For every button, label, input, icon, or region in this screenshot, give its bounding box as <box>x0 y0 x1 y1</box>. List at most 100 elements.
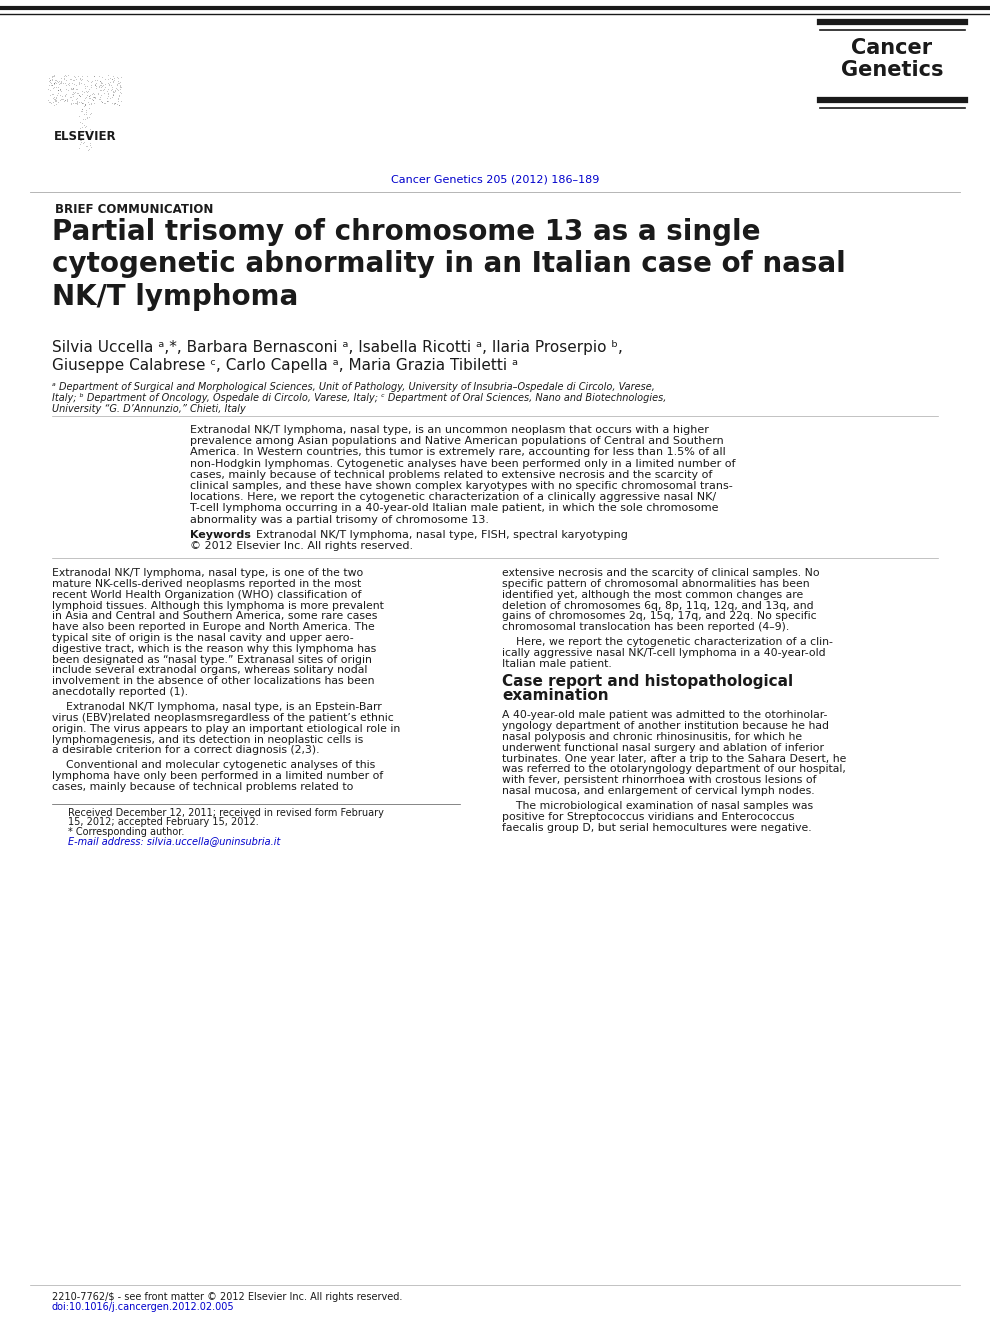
Text: in Asia and Central and Southern America, some rare cases: in Asia and Central and Southern America… <box>52 611 377 622</box>
Text: abnormality was a partial trisomy of chromosome 13.: abnormality was a partial trisomy of chr… <box>190 515 489 524</box>
Text: have also been reported in Europe and North America. The: have also been reported in Europe and No… <box>52 622 375 632</box>
Point <box>76 74 92 95</box>
Point <box>42 70 57 91</box>
Point <box>92 70 108 91</box>
Text: Giuseppe Calabrese ᶜ, Carlo Capella ᵃ, Maria Grazia Tibiletti ᵃ: Giuseppe Calabrese ᶜ, Carlo Capella ᵃ, M… <box>52 358 518 374</box>
Text: include several extranodal organs, whereas solitary nodal: include several extranodal organs, where… <box>52 665 367 676</box>
Text: doi:10.1016/j.cancergen.2012.02.005: doi:10.1016/j.cancergen.2012.02.005 <box>52 1302 235 1312</box>
Point <box>57 66 73 87</box>
Point <box>52 90 68 111</box>
Point <box>105 84 121 106</box>
Point <box>112 71 128 92</box>
Text: cases, mainly because of technical problems related to extensive necrosis and th: cases, mainly because of technical probl… <box>190 470 713 479</box>
Point <box>52 71 68 92</box>
Point <box>49 73 64 94</box>
Point <box>52 67 68 88</box>
Point <box>42 91 57 112</box>
Point <box>46 87 61 108</box>
Text: Cancer
Genetics: Cancer Genetics <box>841 38 943 81</box>
Point <box>96 92 112 114</box>
Point <box>58 88 74 110</box>
Point <box>45 70 60 91</box>
Point <box>87 87 103 108</box>
Point <box>55 90 71 111</box>
Point <box>72 111 88 132</box>
Point <box>74 69 90 90</box>
Point <box>82 119 98 140</box>
Point <box>71 71 87 92</box>
Point <box>91 65 107 86</box>
Point <box>93 79 109 100</box>
Point <box>77 95 93 116</box>
Point <box>63 94 79 115</box>
Point <box>49 87 64 108</box>
Point <box>49 91 64 112</box>
Text: Cancer Genetics 205 (2012) 186–189: Cancer Genetics 205 (2012) 186–189 <box>391 176 599 185</box>
Point <box>49 94 64 115</box>
Point <box>68 91 84 112</box>
Point <box>112 79 128 100</box>
Point <box>56 66 72 87</box>
Point <box>75 95 91 116</box>
Point <box>74 66 90 87</box>
Point <box>85 82 101 103</box>
Text: underwent functional nasal surgery and ablation of inferior: underwent functional nasal surgery and a… <box>502 743 824 752</box>
Point <box>106 67 122 88</box>
Point <box>46 65 61 86</box>
Point <box>92 75 108 96</box>
Point <box>58 78 74 99</box>
Text: cases, mainly because of technical problems related to: cases, mainly because of technical probl… <box>52 781 353 792</box>
Point <box>103 71 119 92</box>
Point <box>54 88 70 110</box>
Point <box>65 92 81 114</box>
Point <box>59 79 75 100</box>
Point <box>111 84 127 106</box>
Point <box>65 84 81 106</box>
Point <box>106 94 122 115</box>
Point <box>45 84 60 106</box>
Point <box>87 74 103 95</box>
Point <box>105 84 121 106</box>
Point <box>111 73 127 94</box>
Point <box>81 107 97 128</box>
Text: prevalence among Asian populations and Native American populations of Central an: prevalence among Asian populations and N… <box>190 436 724 446</box>
Point <box>75 132 91 153</box>
Point <box>84 90 100 111</box>
Point <box>43 73 58 94</box>
Point <box>48 71 63 92</box>
Point <box>80 91 96 112</box>
Point <box>110 70 126 91</box>
Point <box>67 79 83 100</box>
Point <box>45 83 60 104</box>
Point <box>86 66 102 87</box>
Point <box>72 73 88 94</box>
Point <box>110 87 126 108</box>
Text: anecdotally reported (1).: anecdotally reported (1). <box>52 686 188 697</box>
Point <box>48 69 63 90</box>
Text: America. In Western countries, this tumor is extremely rare, accounting for less: America. In Western countries, this tumo… <box>190 447 726 458</box>
Point <box>96 79 112 100</box>
Point <box>65 70 81 91</box>
Point <box>63 92 79 114</box>
Point <box>71 137 87 158</box>
Point <box>41 74 56 95</box>
Text: Received December 12, 2011; received in revised form February: Received December 12, 2011; received in … <box>68 808 384 818</box>
Point <box>81 87 97 108</box>
Point <box>99 81 115 102</box>
Text: digestive tract, which is the reason why this lymphoma has: digestive tract, which is the reason why… <box>52 644 376 653</box>
Point <box>83 137 99 158</box>
Point <box>50 79 66 100</box>
Point <box>105 81 121 102</box>
Point <box>50 77 66 98</box>
Point <box>108 78 124 99</box>
Text: Partial trisomy of chromosome 13 as a single
cytogenetic abnormality in an Itali: Partial trisomy of chromosome 13 as a si… <box>52 218 845 310</box>
Point <box>87 86 103 107</box>
Text: T-cell lymphoma occurring in a 40-year-old Italian male patient, in which the so: T-cell lymphoma occurring in a 40-year-o… <box>190 503 719 513</box>
Point <box>54 86 70 107</box>
Point <box>105 66 121 87</box>
Text: Extranodal NK/T lymphoma, nasal type, is one of the two: Extranodal NK/T lymphoma, nasal type, is… <box>52 568 363 578</box>
Point <box>58 83 74 104</box>
Point <box>83 71 99 92</box>
Text: typical site of origin is the nasal cavity and upper aero-: typical site of origin is the nasal cavi… <box>52 634 353 643</box>
Text: nasal mucosa, and enlargement of cervical lymph nodes.: nasal mucosa, and enlargement of cervica… <box>502 785 815 796</box>
